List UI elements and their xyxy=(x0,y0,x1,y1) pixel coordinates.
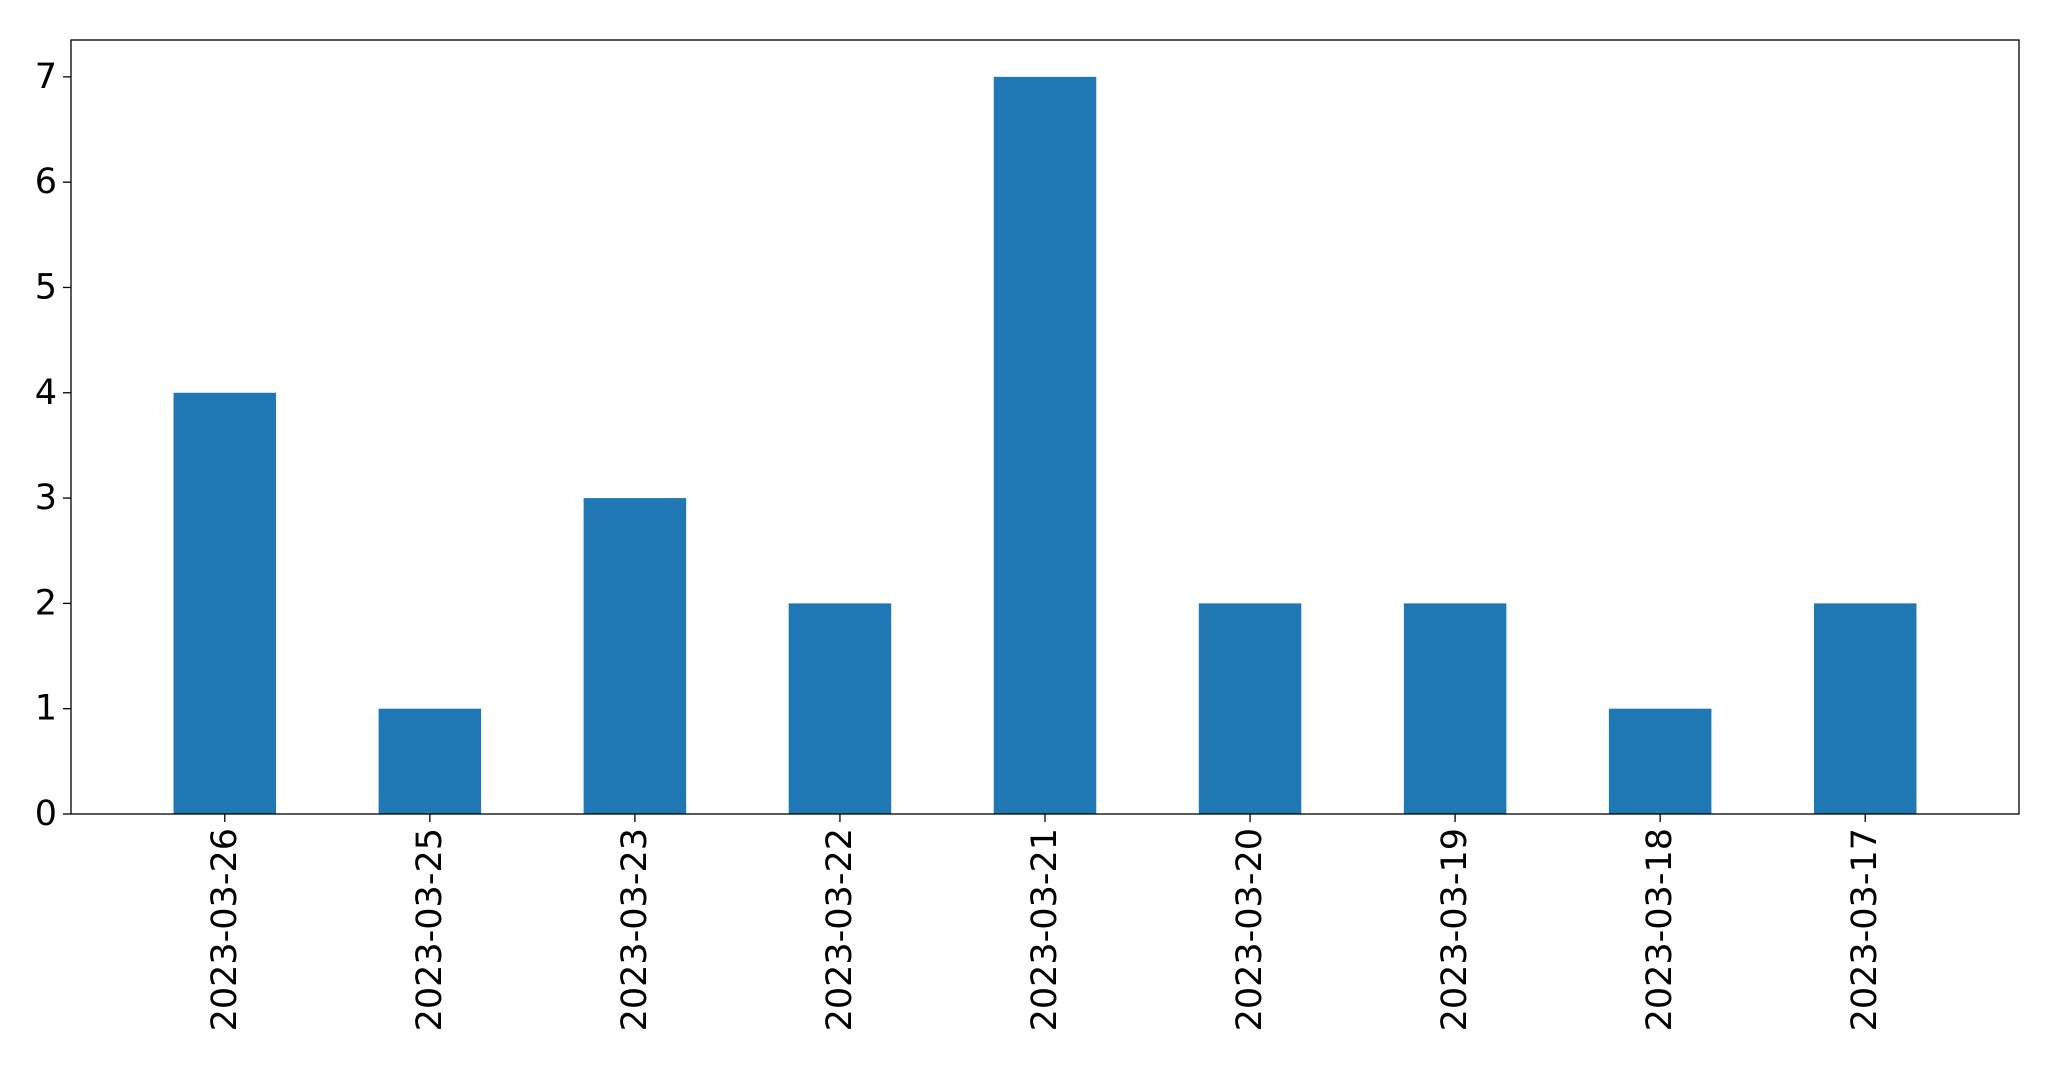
bar-2023-03-19 xyxy=(1403,603,1507,814)
y-tick-label: 3 xyxy=(35,478,57,518)
x-tick-label: 2023-03-17 xyxy=(1845,828,1885,1031)
bar-2023-03-18 xyxy=(1608,708,1712,814)
x-tick-label: 2023-03-20 xyxy=(1230,828,1270,1031)
y-tick-label: 6 xyxy=(35,162,57,202)
bar-2023-03-21 xyxy=(993,76,1097,815)
y-tick-label: 7 xyxy=(35,57,57,97)
bar-2023-03-26 xyxy=(173,392,277,814)
bars-layer xyxy=(173,76,1917,815)
y-axis: 0 1 2 3 4 5 6 7 xyxy=(35,57,71,834)
bar-2023-03-17 xyxy=(1813,603,1917,814)
y-tick-label: 0 xyxy=(35,794,57,834)
bar-2023-03-20 xyxy=(1198,603,1302,814)
bar-2023-03-23 xyxy=(583,498,687,814)
y-tick-label: 1 xyxy=(35,689,57,729)
x-tick-label: 2023-03-18 xyxy=(1640,828,1680,1031)
y-tick-label: 5 xyxy=(35,267,57,307)
y-tick-label: 2 xyxy=(35,583,57,623)
x-tick-label: 2023-03-19 xyxy=(1435,828,1475,1031)
x-axis: 2023-03-26 2023-03-25 2023-03-23 2023-03-22… xyxy=(205,814,1885,1031)
bar-2023-03-25 xyxy=(378,708,482,814)
x-tick-label: 2023-03-21 xyxy=(1025,828,1065,1031)
x-tick-label: 2023-03-23 xyxy=(615,828,655,1031)
y-tick-label: 4 xyxy=(35,373,57,413)
x-tick-label: 2023-03-22 xyxy=(820,828,860,1031)
x-tick-label: 2023-03-26 xyxy=(205,828,245,1031)
x-tick-label: 2023-03-25 xyxy=(410,828,450,1031)
bar-2023-03-22 xyxy=(788,603,892,814)
